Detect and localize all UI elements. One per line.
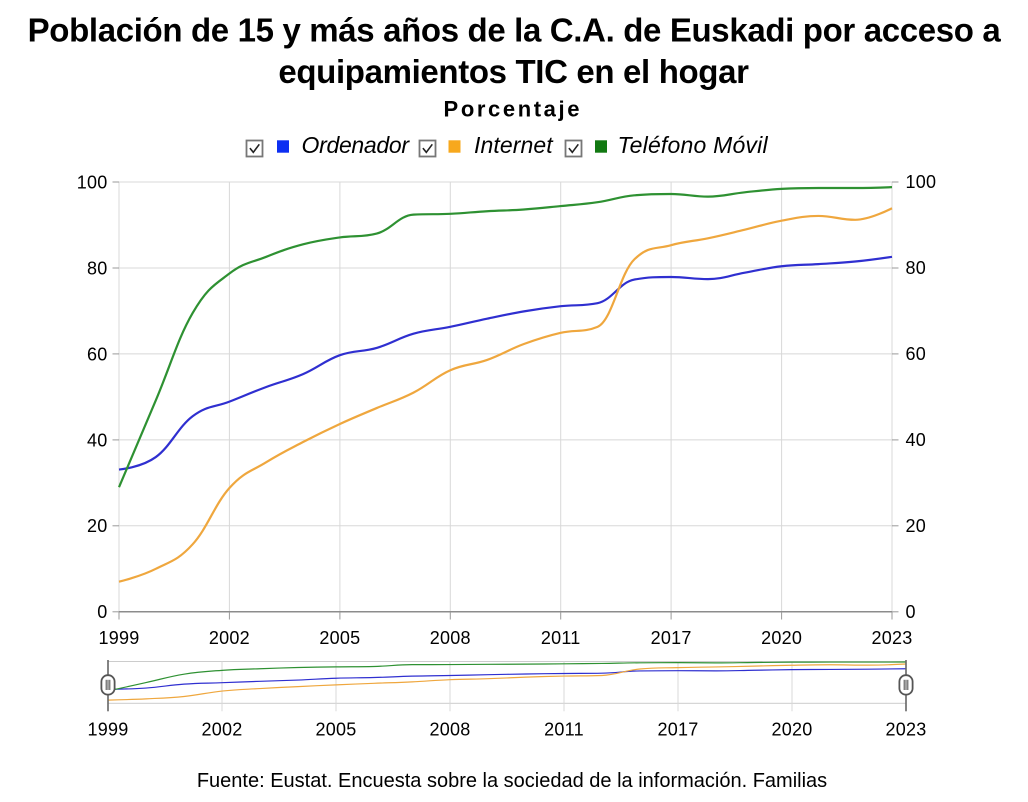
svg-text:2005: 2005 [315,720,356,740]
svg-text:Ordenador: Ordenador [302,132,411,158]
svg-text:100: 100 [77,172,108,192]
svg-text:2002: 2002 [209,628,250,648]
svg-text:Población de 15 y más años de: Población de 15 y más años de la C.A. de… [28,11,1002,48]
svg-text:100: 100 [906,172,937,192]
svg-text:2023: 2023 [871,628,912,648]
svg-text:2020: 2020 [771,720,812,740]
svg-text:1999: 1999 [87,720,128,740]
svg-text:2005: 2005 [319,628,360,648]
svg-text:2011: 2011 [544,720,584,740]
svg-text:2017: 2017 [651,628,692,648]
svg-text:80: 80 [906,258,927,278]
svg-text:20: 20 [87,516,108,536]
svg-text:Internet: Internet [474,132,554,158]
svg-text:2017: 2017 [657,720,698,740]
svg-text:2008: 2008 [429,720,470,740]
svg-text:2011: 2011 [541,628,581,648]
svg-text:Teléfono Móvil: Teléfono Móvil [618,132,769,158]
svg-text:0: 0 [906,602,916,622]
svg-text:60: 60 [87,344,108,364]
svg-text:40: 40 [906,430,927,450]
svg-text:equipamientos TIC en el hogar: equipamientos TIC en el hogar [278,53,749,90]
svg-text:20: 20 [906,516,927,536]
svg-text:2008: 2008 [430,628,471,648]
svg-text:Porcentaje: Porcentaje [444,97,583,122]
svg-text:80: 80 [87,258,108,278]
svg-text:40: 40 [87,430,108,450]
svg-text:60: 60 [906,344,927,364]
svg-text:2023: 2023 [885,720,926,740]
svg-text:2020: 2020 [761,628,802,648]
svg-text:2002: 2002 [201,720,242,740]
svg-text:0: 0 [97,602,107,622]
svg-text:1999: 1999 [98,628,139,648]
svg-text:Fuente: Eustat. Encuesta sobre: Fuente: Eustat. Encuesta sobre la socied… [197,770,827,792]
